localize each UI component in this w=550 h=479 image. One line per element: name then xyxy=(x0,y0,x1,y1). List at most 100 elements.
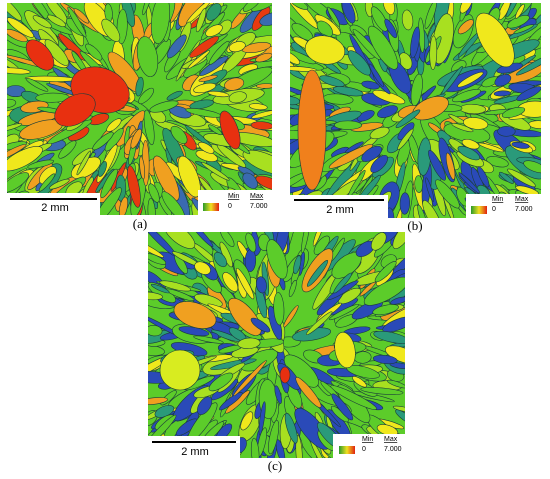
grain xyxy=(497,126,516,137)
legend-gradient xyxy=(471,206,487,214)
grain xyxy=(219,392,243,411)
grain xyxy=(457,19,474,35)
grain xyxy=(201,161,230,181)
grain xyxy=(370,6,389,32)
ebsd-map-a xyxy=(7,3,272,215)
grain xyxy=(333,272,352,294)
legend-min-label: Min xyxy=(228,193,239,200)
grain xyxy=(7,146,43,172)
grain xyxy=(159,280,191,292)
grain xyxy=(493,90,511,97)
grain xyxy=(377,105,398,119)
grain xyxy=(290,66,317,72)
grain xyxy=(189,35,219,58)
legend-min: 0 xyxy=(228,203,232,210)
grain xyxy=(7,98,17,109)
grain xyxy=(25,39,55,71)
grain xyxy=(219,232,235,247)
grain xyxy=(27,159,55,169)
grain xyxy=(507,168,536,188)
grain xyxy=(250,3,272,12)
grain xyxy=(25,77,49,92)
grain xyxy=(319,75,345,87)
grain xyxy=(236,267,255,300)
grain xyxy=(392,232,405,250)
grain xyxy=(386,379,405,389)
grain xyxy=(208,40,230,65)
grain xyxy=(49,178,70,190)
grain xyxy=(194,293,223,308)
grain xyxy=(475,12,515,68)
grain xyxy=(338,287,362,305)
panel-label: (b) xyxy=(407,218,422,233)
legend-max-label: Max xyxy=(384,436,398,443)
grain xyxy=(251,109,272,119)
scale-label: 2 mm xyxy=(326,204,354,216)
legend-max: 7.000 xyxy=(515,206,533,213)
legend-max: 7.000 xyxy=(250,203,268,210)
grain xyxy=(47,14,66,28)
grain xyxy=(148,239,164,258)
legend-gradient xyxy=(203,203,219,211)
grain xyxy=(429,35,438,71)
grain xyxy=(94,187,122,215)
grain xyxy=(290,50,301,65)
grain xyxy=(352,376,367,388)
grain xyxy=(290,3,309,10)
grain xyxy=(242,172,258,189)
grain xyxy=(451,89,481,103)
grain xyxy=(85,43,103,61)
grain xyxy=(148,252,167,265)
grain xyxy=(330,385,377,410)
grain xyxy=(7,67,31,75)
overlay-b: 2 mm Min Max 0 7.000 (b) xyxy=(290,194,541,233)
grain xyxy=(312,232,325,247)
grain xyxy=(219,110,241,150)
grain xyxy=(361,80,380,90)
grain xyxy=(435,179,460,209)
legend-max-label: Max xyxy=(250,193,264,200)
grain xyxy=(130,128,142,149)
grain xyxy=(100,168,118,199)
grain xyxy=(331,393,354,421)
grain xyxy=(410,26,420,59)
grain xyxy=(275,439,286,458)
grain xyxy=(274,385,282,404)
grain xyxy=(385,345,405,364)
grain xyxy=(38,173,56,192)
grain xyxy=(369,126,390,140)
grain xyxy=(258,401,266,436)
legend-min: 0 xyxy=(492,206,496,213)
grain xyxy=(149,100,179,113)
grain xyxy=(97,161,107,177)
grain xyxy=(477,166,490,188)
grain xyxy=(266,239,288,280)
grain xyxy=(457,71,484,88)
grain xyxy=(139,156,146,180)
grain xyxy=(135,76,144,97)
ebsd-map-b xyxy=(290,3,541,218)
grain xyxy=(190,232,214,248)
grain xyxy=(304,35,346,65)
grain xyxy=(255,52,272,63)
grain xyxy=(228,41,246,53)
grain xyxy=(361,145,383,162)
grain xyxy=(118,196,128,215)
grain xyxy=(222,272,239,292)
grain xyxy=(148,397,168,405)
grain xyxy=(255,175,272,191)
grain xyxy=(515,3,525,19)
scale-label: 2 mm xyxy=(41,202,69,214)
grain xyxy=(516,86,541,102)
grain xyxy=(197,396,213,415)
grain xyxy=(478,142,505,153)
grain xyxy=(228,297,262,336)
grain xyxy=(153,155,180,202)
grain xyxy=(7,17,34,38)
grain xyxy=(334,331,356,369)
grain xyxy=(58,140,77,159)
grain xyxy=(136,36,159,78)
grain xyxy=(138,87,155,105)
grain xyxy=(486,156,509,168)
grain xyxy=(523,160,541,174)
